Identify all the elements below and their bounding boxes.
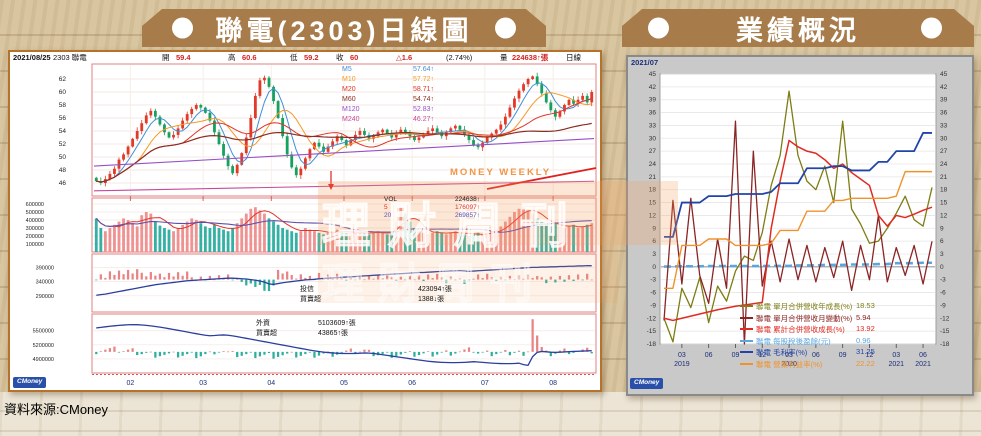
- performance-legend-row: 聯電 營業利益率(%) 22.22: [740, 359, 875, 370]
- ma-legend-row: M5 57.64↑: [342, 66, 434, 73]
- vol-value: 269857↑: [455, 212, 480, 219]
- legend-value: 22.22: [856, 359, 875, 368]
- nail-hole-icon: [495, 18, 516, 39]
- volume-legend-row: VOL 224638↑: [384, 196, 480, 204]
- legend-value: 5.94: [856, 312, 871, 322]
- right-chart-banner: 業績概況: [622, 9, 974, 47]
- legend-line-sample: [740, 316, 753, 319]
- vol-label: 5: [384, 204, 388, 211]
- ma-legend-row: M240 46.27↑: [342, 116, 434, 123]
- foreign-sub-label: 買賣超: [256, 330, 277, 337]
- legend-label: 聯電 營業利益率(%): [756, 360, 823, 369]
- legend-value: 18.53: [856, 301, 875, 310]
- quote-stock-code: 2303 聯電: [53, 53, 87, 62]
- right-chart-title: 業績概況: [736, 15, 860, 46]
- legend-line-sample: [740, 339, 753, 342]
- performance-legend-row: 聯電 毛利率(%) 31.25: [740, 347, 875, 358]
- performance-legend-row: 聯電 單月合併營收月變動(%) 5.94: [740, 313, 871, 324]
- source-note: 資料來源:CMoney: [4, 402, 109, 417]
- quote-change: △1.6: [396, 53, 413, 62]
- ma-label: M240: [342, 116, 360, 123]
- quote-date: 2021/08/25: [13, 53, 51, 62]
- quote-volume-value: 224638↑張: [512, 53, 549, 62]
- quote-period: 日線: [566, 53, 581, 62]
- quote-change-pct: (2.74%): [446, 53, 473, 62]
- quote-open-label: 開: [162, 53, 170, 62]
- volume-legend-row: 20 269857↑: [384, 212, 480, 220]
- ma-value: 52.83↑: [413, 106, 435, 113]
- foreign-value: 5103609↑張: [318, 320, 356, 327]
- quote-low-label: 低: [290, 53, 298, 62]
- ma-legend-row: M10 57.72↑: [342, 76, 434, 83]
- left-chart-banner: 聯電(2303)日線圖: [142, 9, 546, 47]
- legend-line-sample: [740, 328, 753, 331]
- nail-hole-icon: [172, 18, 193, 39]
- ma-label: M20: [342, 86, 356, 93]
- quote-high-value: 60.6: [242, 53, 257, 62]
- legend-line-sample: [740, 351, 753, 354]
- legend-label: 聯電 單月合併營收月變動(%): [756, 313, 853, 323]
- legend-value: 0.96: [856, 335, 871, 345]
- ma-label: M120: [342, 106, 360, 113]
- foreign-sub-value: 43865↑張: [318, 330, 348, 337]
- cmoney-logo: CMoney: [13, 377, 47, 388]
- vol-value: 176097↑: [455, 204, 480, 211]
- daily-chart-panel: [8, 50, 602, 392]
- quote-low-value: 59.2: [304, 53, 319, 62]
- legend-line-sample: [740, 305, 753, 307]
- ma-value: 57.64↑: [413, 66, 435, 73]
- legend-label: 聯電 每股稅後盈餘(元): [756, 336, 831, 346]
- period-corner-label: 2021/07: [631, 58, 659, 67]
- foreign-name: 外資: [256, 320, 270, 327]
- ma-label: M60: [342, 96, 356, 103]
- ma-value: 54.74↑: [413, 96, 435, 103]
- trust-sub-value: 1388↓張: [418, 296, 445, 303]
- volume-legend-row: 5 176097↑: [384, 204, 480, 212]
- ma-legend-row: M60 54.74↑: [342, 96, 434, 103]
- trust-value: 423094↑張: [418, 286, 452, 293]
- legend-value: 31.25: [856, 347, 875, 357]
- floor-background: [0, 392, 981, 436]
- nail-hole-icon: [921, 18, 942, 39]
- trust-name: 投信: [300, 286, 314, 293]
- ma-value: 57.72↑: [413, 76, 435, 83]
- left-chart-title: 聯電(2303)日線圖: [215, 15, 473, 46]
- ma-legend-row: M20 58.71↑: [342, 86, 434, 93]
- legend-label: 聯電 毛利率(%): [756, 348, 808, 358]
- trust-sub-label: 買賣超: [300, 296, 321, 303]
- ma-value: 58.71↑: [413, 86, 435, 93]
- ma-value: 46.27↑: [413, 116, 435, 123]
- vol-label: 20: [384, 212, 392, 219]
- ma-label: M5: [342, 66, 352, 73]
- quote-volume-label: 量: [500, 53, 508, 62]
- performance-legend-row: 聯電 單月合併營收年成長(%) 18.53: [740, 301, 875, 312]
- legend-value: 13.92: [856, 324, 875, 334]
- performance-legend-row: 聯電 每股稅後盈餘(元) 0.96: [740, 336, 871, 347]
- vol-label: VOL: [384, 196, 398, 203]
- quote-close-value: 60: [350, 53, 359, 62]
- nail-hole-icon: [648, 18, 669, 39]
- performance-legend-row: 聯電 累計合併營收成長(%) 13.92: [740, 324, 875, 335]
- quote-high-label: 高: [228, 53, 236, 62]
- legend-label: 聯電 單月合併營收年成長(%): [756, 302, 853, 311]
- ma-legend-row: M120 52.83↑: [342, 106, 434, 113]
- quote-close-label: 收: [336, 53, 344, 62]
- vol-value: 224638↑: [455, 196, 480, 203]
- cmoney-logo: CMoney: [630, 378, 664, 389]
- legend-line-sample: [740, 363, 753, 365]
- ma-label: M10: [342, 76, 356, 83]
- quote-open-value: 59.4: [176, 53, 191, 62]
- legend-label: 聯電 累計合併營收成長(%): [756, 325, 845, 335]
